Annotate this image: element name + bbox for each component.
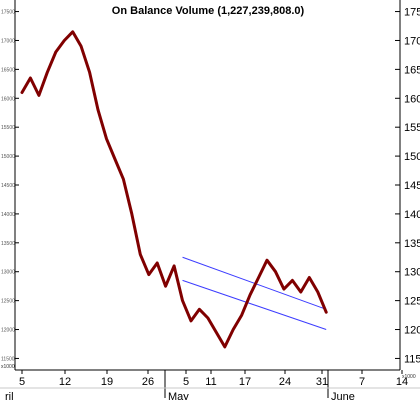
right-tick-label: 175 <box>404 7 420 19</box>
right-tick-label: 120 <box>404 325 420 337</box>
x-tick-label: 11 <box>205 376 216 388</box>
right-tick-label: 160 <box>404 93 420 105</box>
x-tick-label: 31 <box>316 376 328 388</box>
right-tick-label: 155 <box>404 122 420 134</box>
right-tick-label: 165 <box>404 64 420 76</box>
right-tick-label: 135 <box>404 238 420 250</box>
x-tick-label: 24 <box>279 376 291 388</box>
right-tick-label: 145 <box>404 180 420 192</box>
chart-title: On Balance Volume (1,227,239,808.0) <box>112 5 305 17</box>
x-tick-label: 17 <box>239 376 251 388</box>
left-tick-label: 14500 <box>1 183 15 189</box>
right-tick-label: 115 <box>404 353 420 365</box>
month-label: May <box>168 391 189 400</box>
left-tick-label: 17500 <box>1 10 15 16</box>
x-tick-label: 7 <box>359 376 365 388</box>
right-tick-label: 150 <box>404 151 420 163</box>
plot-area <box>15 0 400 370</box>
left-tick-label: 12500 <box>1 299 15 305</box>
left-tick-label: 12000 <box>1 328 15 334</box>
month-label: ril <box>5 391 14 400</box>
channel-line <box>182 279 327 331</box>
right-tick-label: 170 <box>404 35 420 47</box>
month-label: June <box>331 391 355 400</box>
x-axis-ticks: 5 12 19 26 5 11 17 24 31 7 14 <box>19 376 408 388</box>
x-tick-label: 5 <box>183 376 189 388</box>
left-tick-label: 17000 <box>1 38 15 44</box>
left-tick-label: 16500 <box>1 67 15 73</box>
right-tick-label: 140 <box>404 209 420 221</box>
left-tick-label: 11500 <box>1 356 15 362</box>
left-tick-label: 16000 <box>1 96 15 102</box>
x-tick-label: 19 <box>101 376 113 388</box>
x-tick-label: 5 <box>19 376 25 388</box>
left-axis-ticks: 11500 12000 12500 13000 13500 14000 14500 15000… <box>1 10 15 363</box>
left-tick-label: 15000 <box>1 154 15 160</box>
obv-series-line <box>20 30 328 349</box>
x-tick-label: 26 <box>142 376 154 388</box>
right-axis-ticks: 115 120 125 130 135 140 145 150 155 160 165 170 175 <box>404 7 420 366</box>
left-tick-label: 13000 <box>1 270 15 276</box>
right-tick-label: 125 <box>404 296 420 308</box>
x-tick-label: 14 <box>396 376 408 388</box>
series-group <box>20 30 328 349</box>
left-scale-label: x1000 <box>1 364 15 370</box>
left-tick-label: 15500 <box>1 125 15 131</box>
left-tick-label: 14000 <box>1 212 15 218</box>
left-tick-label: 13500 <box>1 241 15 247</box>
y-unit-label: x1000 <box>402 374 416 380</box>
right-tick-label: 130 <box>404 267 420 279</box>
x-tick-label: 12 <box>59 376 71 388</box>
month-labels: ril May June <box>5 391 355 400</box>
